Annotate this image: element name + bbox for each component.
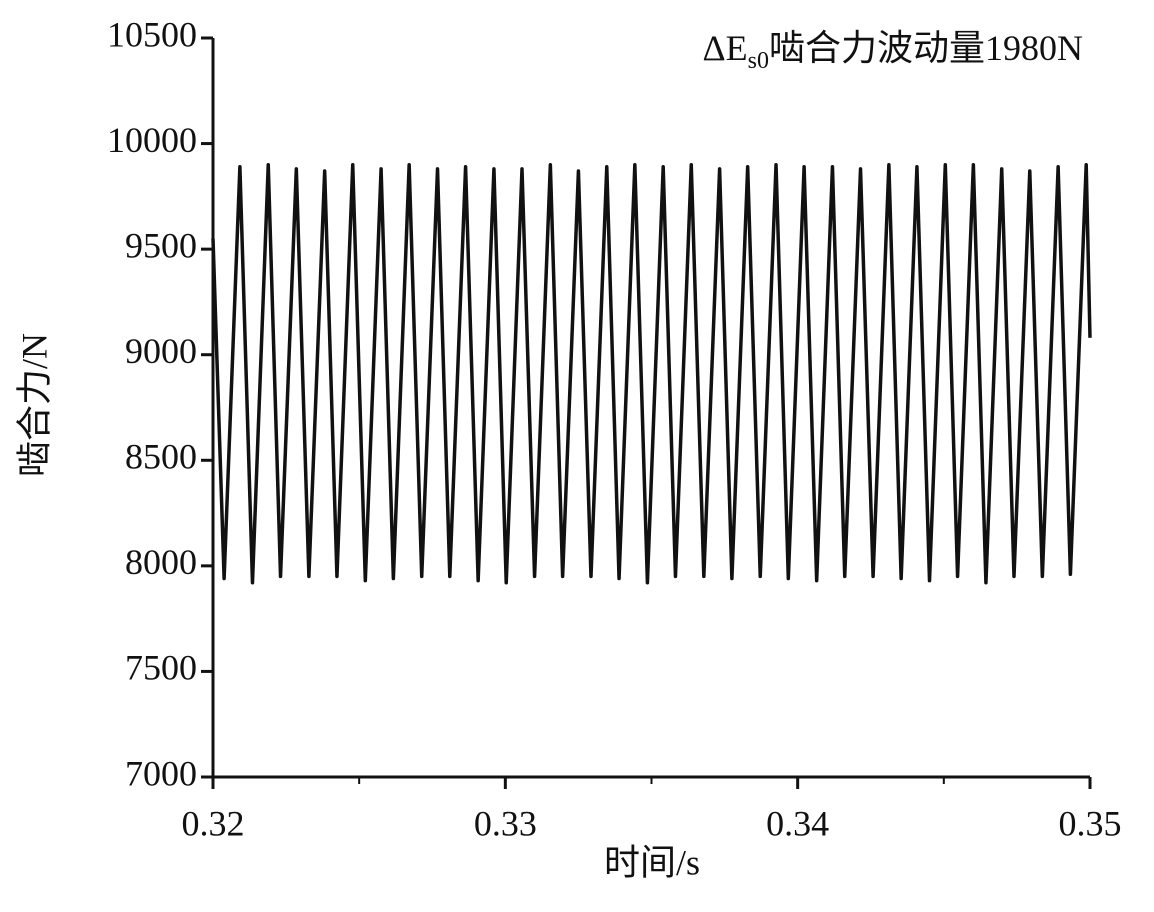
y-tick-label: 10000 [107,120,197,160]
title-rest: 啮合力波动量1980N [769,28,1083,68]
y-tick-label: 8500 [125,437,197,477]
data-line [211,162,1092,585]
y-tick-label: 9500 [125,225,197,265]
title-main: ΔE [703,28,748,68]
x-tick-label: 0.35 [1059,803,1122,843]
x-tick-label: 0.33 [474,803,537,843]
y-tick-label: 10500 [107,14,197,54]
y-tick-label: 9000 [125,331,197,371]
y-axis-label: 啮合力/N [14,333,54,477]
title-subscript: s0 [748,48,769,74]
x-axis-label: 时间/s [604,842,700,882]
y-tick-label: 7500 [125,648,197,688]
y-tick-label: 7000 [125,753,197,793]
x-tick-label: 0.32 [182,803,245,843]
x-tick-label: 0.34 [766,803,829,843]
y-tick-label: 8000 [125,542,197,582]
chart-title: ΔEs0啮合力波动量1980N [703,28,1083,73]
